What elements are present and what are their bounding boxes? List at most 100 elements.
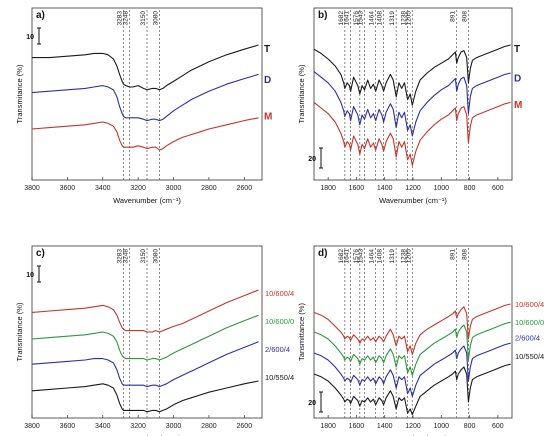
x-tick-label: 1000 <box>433 423 449 430</box>
x-tick-label: 3600 <box>60 423 76 430</box>
series-line-10-600-0 <box>31 314 259 361</box>
peak-label: 3080 <box>152 249 159 264</box>
x-tick-label: 1200 <box>405 423 421 430</box>
peak-label: 1543 <box>357 249 364 264</box>
x-tick-label: 1800 <box>320 185 336 192</box>
series-label: 10/550/4 <box>515 352 544 361</box>
x-tick-label: 3800 <box>24 423 40 430</box>
panel-label: d) <box>318 248 327 259</box>
x-tick-label: 2600 <box>237 185 253 192</box>
series-line-10-550-4 <box>31 380 259 413</box>
panel-c: c) 3283 3248 3150 3080 3800 3600 3400 3200 3000 28… <box>15 245 294 436</box>
peak-label: 3283 <box>116 249 123 264</box>
series-line-m <box>31 117 259 151</box>
series-label: 10/600/4 <box>515 300 544 309</box>
series-line-10-600-4 <box>31 289 259 333</box>
x-tick-label: 800 <box>464 185 476 192</box>
x-tick-label: 1200 <box>405 185 421 192</box>
peak-label: 1682 <box>338 11 345 26</box>
panel-label: c) <box>36 248 45 259</box>
peak-label: 1238 <box>401 249 408 264</box>
series-label: T <box>514 44 520 55</box>
peak-label: 808 <box>461 249 468 260</box>
series-label: 10/600/0 <box>265 317 294 326</box>
peak-label: 1205 <box>405 11 412 26</box>
y-axis-label: Transmitance (%) <box>15 302 24 361</box>
x-tick-label: 1400 <box>377 185 393 192</box>
x-tick-label: 3200 <box>130 185 146 192</box>
x-tick-label: 2800 <box>201 423 217 430</box>
peak-label: 1319 <box>389 11 396 26</box>
plot-frame <box>313 7 513 181</box>
series-label: M <box>264 111 272 122</box>
x-axis-label: Wavenumber (cm⁻¹) <box>379 196 447 205</box>
series-line-10-550-4 <box>313 363 511 416</box>
x-axis-label: Wavenumber (cm⁻¹) <box>379 434 447 436</box>
x-tick-label: 1400 <box>377 423 393 430</box>
series-line-d <box>313 71 511 137</box>
series-label: 10/600/0 <box>515 318 544 327</box>
scale-bar-label: 10 <box>26 34 34 41</box>
peak-label: 1464 <box>369 249 376 264</box>
x-tick-label: 800 <box>464 423 476 430</box>
series-line-10-600-4 <box>313 303 511 355</box>
x-tick-label: 2600 <box>237 423 253 430</box>
peak-label: 1205 <box>405 249 412 264</box>
peak-label: 1641 <box>344 11 351 26</box>
peak-label: 3150 <box>140 249 147 264</box>
peak-label: 3248 <box>123 11 130 26</box>
peak-label: 1543 <box>357 11 364 26</box>
series-label: 10/550/4 <box>265 373 294 382</box>
panel-label: b) <box>318 10 327 21</box>
x-axis-label: Wavenumber (cm⁻¹) <box>113 434 181 436</box>
series-line-t <box>32 44 259 91</box>
y-axis-label: Transmitance (%) <box>15 64 24 123</box>
x-tick-label: 3600 <box>60 185 76 192</box>
peak-label: 3283 <box>116 11 123 26</box>
series-line-10-600-0 <box>313 321 511 376</box>
x-tick-label: 1800 <box>320 423 336 430</box>
scale-bar-label: 10 <box>26 272 34 279</box>
x-tick-label: 1000 <box>433 185 449 192</box>
x-tick-label: 3400 <box>95 423 111 430</box>
x-tick-label: 3200 <box>130 423 146 430</box>
series-label: 10/600/4 <box>265 289 294 298</box>
peak-label: 1641 <box>344 249 351 264</box>
y-axis-label: Tansmittance (%) <box>297 303 306 361</box>
x-tick-label: 2800 <box>201 185 217 192</box>
peak-label: 1682 <box>338 249 345 264</box>
scale-bar-label: 20 <box>308 156 316 163</box>
peak-label: 1576 <box>353 11 360 26</box>
x-tick-label: 1600 <box>349 423 365 430</box>
peak-label: 3150 <box>140 11 147 26</box>
peak-label: 1464 <box>369 11 376 26</box>
x-tick-label: 3400 <box>95 185 111 192</box>
series-line-m <box>313 101 511 166</box>
x-tick-label: 3800 <box>24 185 40 192</box>
series-label: 2/600/4 <box>515 334 540 343</box>
series-line-2-600-4 <box>31 341 259 388</box>
peak-label: 891 <box>450 249 457 260</box>
x-tick-label: 600 <box>492 423 504 430</box>
series-line-t <box>313 44 511 106</box>
peak-label: 3248 <box>123 249 130 264</box>
peak-label: 891 <box>450 11 457 22</box>
peak-label: 1408 <box>377 249 384 264</box>
peak-label: 3080 <box>152 11 159 26</box>
series-label: 2/600/4 <box>265 345 290 354</box>
peak-label: 1408 <box>377 11 384 26</box>
x-tick-label: 3000 <box>166 423 182 430</box>
series-label: D <box>264 75 271 86</box>
y-axis-label: Transmitance (%) <box>297 64 306 123</box>
series-line-d <box>31 73 259 122</box>
x-tick-label: 3000 <box>166 185 182 192</box>
series-label: D <box>514 74 521 85</box>
peak-label: 1238 <box>401 11 408 26</box>
x-axis-label: Wavenumber (cm⁻¹) <box>113 196 181 205</box>
x-tick-label: 600 <box>492 185 504 192</box>
scale-bar-label: 20 <box>308 400 316 407</box>
panel-a: a) 3283 3248 3150 3080 3800 3600 3400 3200 3000 28… <box>15 7 272 205</box>
